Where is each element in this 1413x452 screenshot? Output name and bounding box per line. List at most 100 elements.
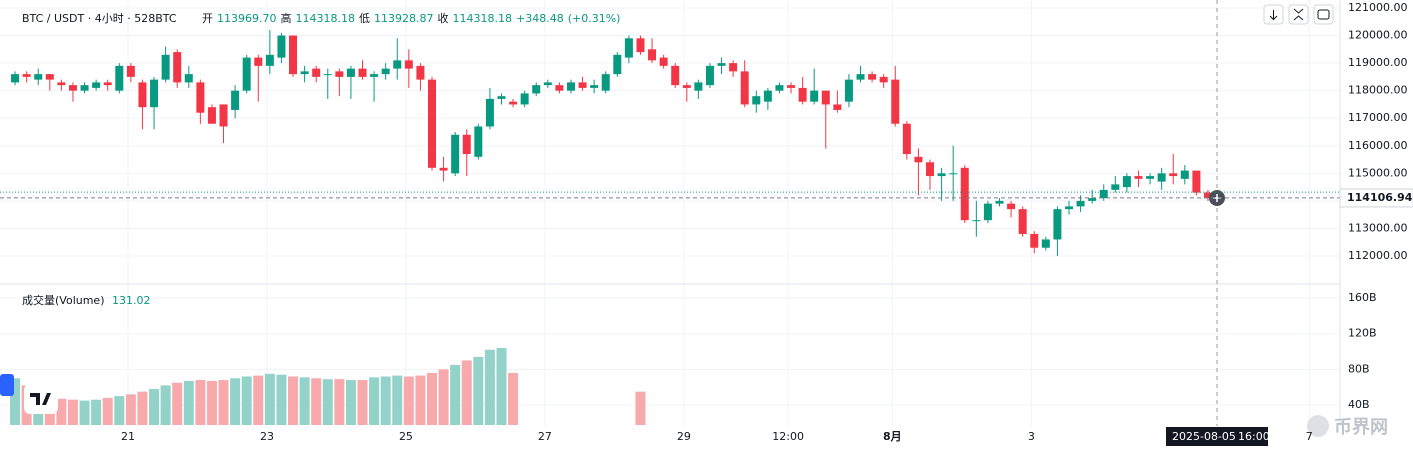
candle-body — [833, 104, 842, 110]
watermark-logo — [1307, 415, 1329, 437]
y-tick-label: 120000.00 — [1348, 29, 1408, 42]
icon — [1317, 9, 1330, 20]
volume-bar — [253, 375, 264, 425]
candle-body — [636, 38, 645, 53]
y-tick-label: 120B — [1348, 327, 1377, 340]
volume-bar — [183, 380, 194, 425]
candle-body — [1192, 170, 1201, 193]
candle-body — [601, 74, 610, 91]
volume-bar — [206, 380, 217, 425]
candle-body — [80, 85, 89, 91]
volume-bar — [635, 391, 646, 425]
volume-bar — [264, 373, 275, 425]
candle-body — [926, 162, 935, 177]
candle-body — [752, 96, 761, 105]
candle-body — [242, 57, 251, 91]
candle-body — [485, 98, 494, 127]
candle-body — [821, 90, 830, 105]
button[interactable] — [1313, 4, 1334, 25]
legend-label: 低 — [359, 12, 370, 25]
candle-body — [798, 87, 807, 102]
volume-bar — [91, 399, 102, 425]
logo — [30, 393, 51, 405]
candle-body — [300, 71, 309, 75]
candle-body — [914, 156, 923, 163]
legend-label: 收 — [437, 12, 449, 25]
candle-body — [22, 74, 31, 77]
volume-bar — [380, 376, 391, 425]
candle-body — [497, 96, 506, 99]
volume-bar — [357, 380, 368, 425]
candle-body — [995, 200, 1004, 204]
volume-bar — [403, 376, 414, 425]
volume-bar — [415, 375, 426, 425]
candle-body — [312, 68, 321, 77]
y-tick-label: 118000.00 — [1348, 84, 1408, 97]
volume-bar — [218, 380, 229, 425]
volume-bar — [67, 399, 78, 425]
candle-body — [532, 85, 541, 94]
candle-body — [566, 82, 575, 91]
candle-body — [1076, 200, 1085, 207]
candle-body — [879, 76, 888, 83]
candle-body — [1146, 176, 1155, 179]
volume-bar — [102, 397, 113, 425]
candle-body — [265, 54, 274, 66]
candle-body — [972, 220, 981, 222]
candle-body — [1134, 176, 1143, 179]
candle-body — [68, 85, 77, 91]
candle-body — [219, 104, 228, 127]
candle-body — [1122, 176, 1131, 188]
x-tick-label: 7 — [1306, 430, 1313, 443]
volume-bar — [461, 360, 472, 425]
legend-value: 113969.70 — [217, 12, 277, 25]
button[interactable] — [1288, 4, 1309, 25]
candle-body — [150, 79, 159, 108]
candle-body — [509, 101, 518, 105]
candle-body — [115, 65, 124, 91]
symbol: BTC / USDT · 4小时 · 528BTC — [22, 12, 177, 25]
icon — [1293, 8, 1304, 21]
change-pct: (+0.31%) — [567, 12, 621, 25]
watermark: 币界网 — [1334, 417, 1388, 438]
crosshair-label-bg — [1166, 427, 1268, 446]
volume-bar — [79, 400, 90, 425]
volume-bar — [438, 369, 449, 425]
volume-bar — [508, 372, 519, 425]
candle-body — [1111, 184, 1120, 190]
candle-body — [381, 68, 390, 75]
candle-body — [404, 60, 413, 69]
volume-bar — [241, 376, 252, 425]
legend-value: 114318.18 — [452, 12, 513, 25]
candle-body — [740, 71, 749, 105]
candle-body — [624, 38, 633, 58]
candle-body — [277, 35, 286, 58]
candle-body — [1053, 209, 1062, 240]
candle-body — [196, 82, 205, 113]
candle-body — [335, 71, 344, 77]
volume-value: 131.02 — [112, 294, 151, 307]
volume-bar — [288, 376, 299, 425]
candle-body — [613, 54, 622, 75]
y-tick-label: 117000.00 — [1348, 111, 1408, 124]
candle-body — [439, 167, 448, 171]
candle-body — [810, 90, 819, 102]
volume-bar — [392, 375, 403, 425]
legend: BTC / USDT · 4小时 · 528BTC 开 113969.70 高 114… — [22, 10, 624, 26]
candle-body — [1030, 233, 1039, 248]
candle-body — [11, 74, 20, 83]
candle-body — [520, 93, 529, 105]
candle-body — [960, 167, 969, 221]
candle-body — [1018, 209, 1027, 234]
side-tab[interactable] — [0, 374, 14, 396]
candle-body — [555, 85, 564, 91]
x-tick-label: 3 — [1028, 430, 1035, 443]
last-price-bg — [1339, 188, 1413, 208]
volume-bar — [369, 377, 380, 425]
volume-bar — [426, 372, 437, 425]
y-tick-label: 116000.00 — [1348, 139, 1408, 152]
candle-body — [138, 82, 147, 108]
last-price-label: 114106.94 — [1347, 191, 1413, 204]
candle-body — [891, 79, 900, 124]
candle-body — [694, 82, 703, 91]
